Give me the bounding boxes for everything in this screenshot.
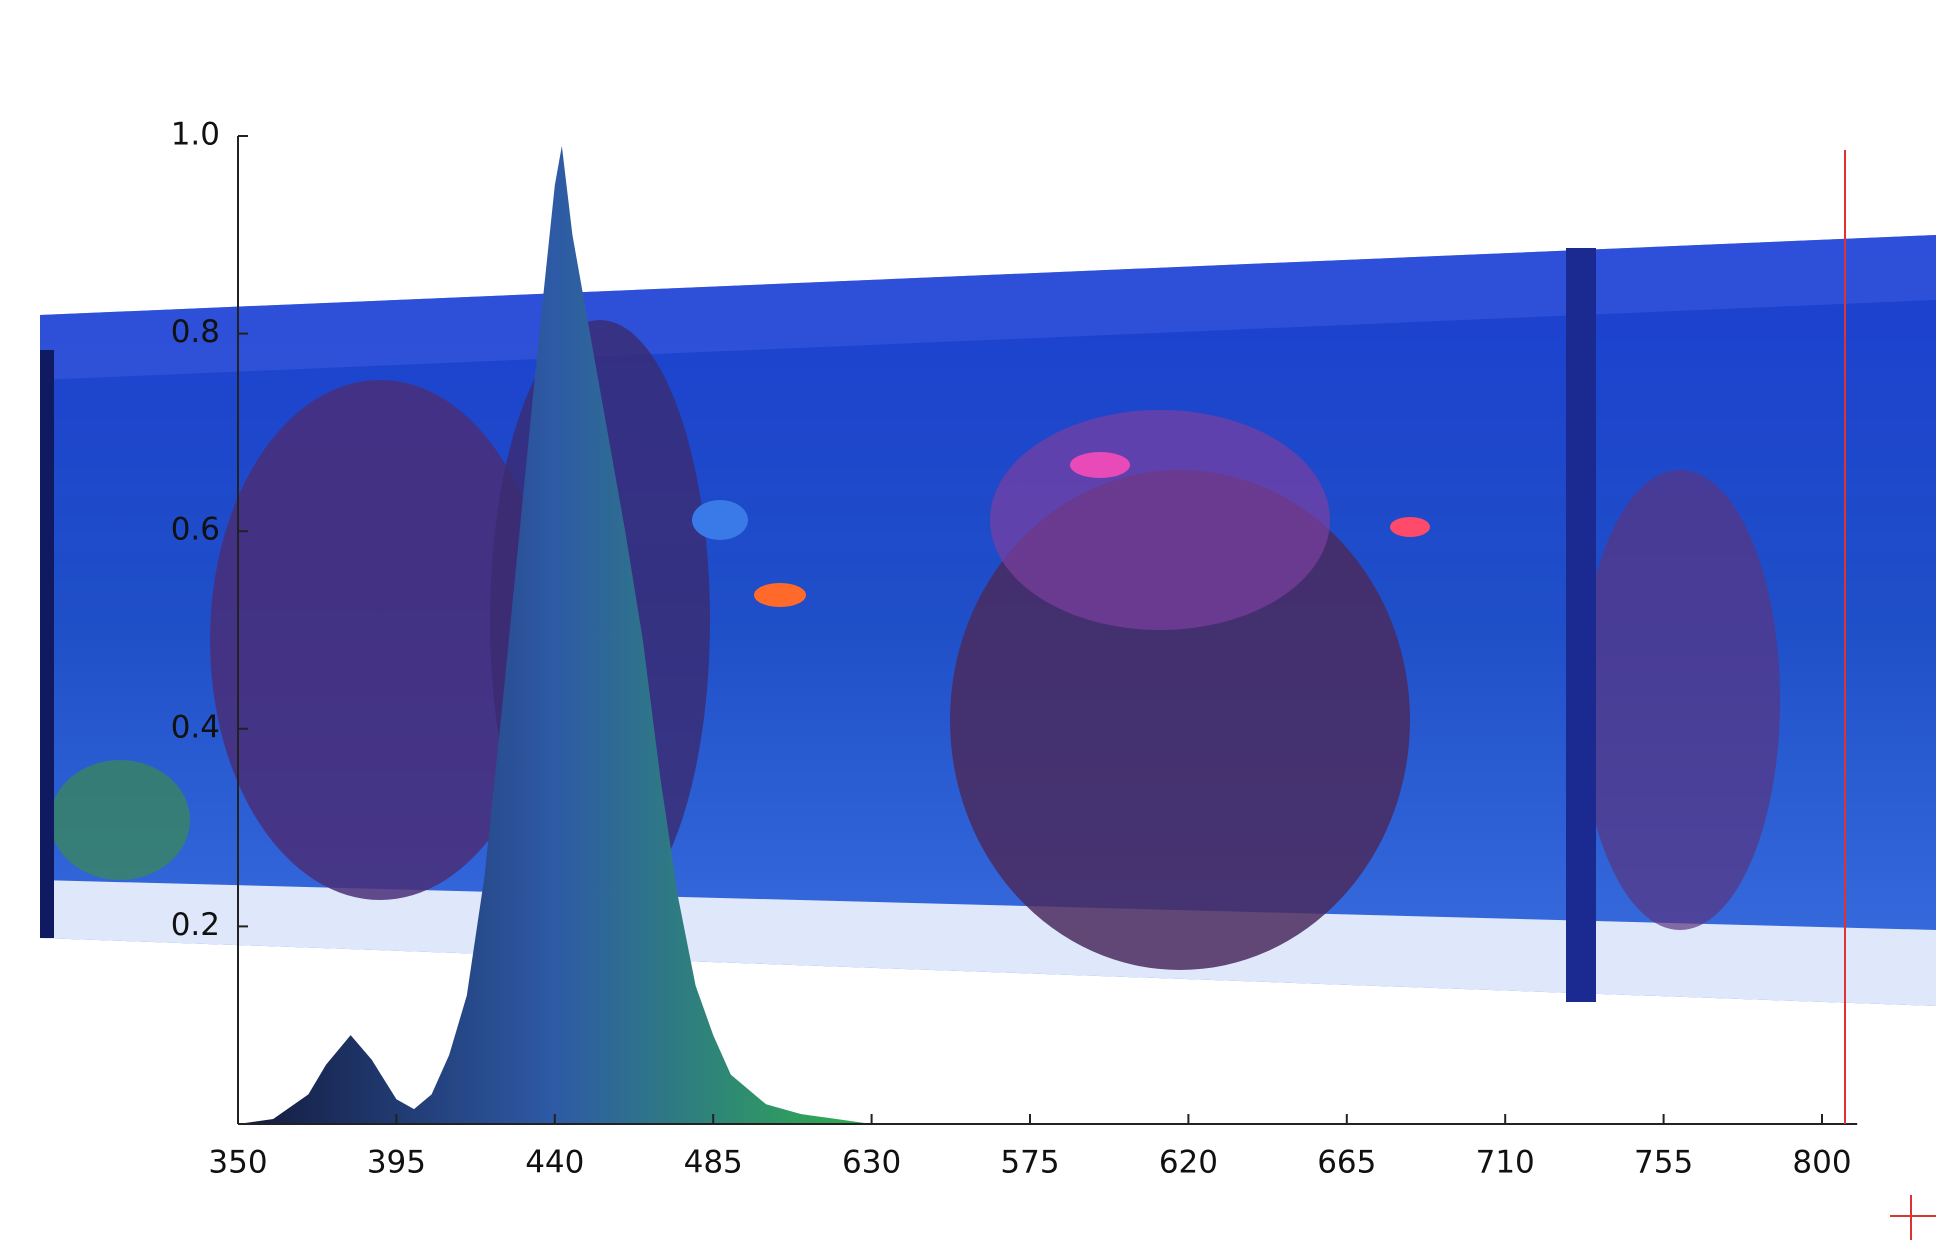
x-tick-label: 710 [1476,1145,1535,1181]
x-tick-label: 440 [525,1145,584,1181]
x-tick-label: 620 [1159,1145,1218,1181]
y-tick-label: 1.0 [171,117,220,153]
y-tick-label: 0.4 [171,709,220,745]
fish [692,500,748,540]
spectrum-area [238,145,872,1124]
x-tick-label: 665 [1317,1145,1376,1181]
plot-area: 0.2 0.4 0.6 0.8 1.0 350 395 440 485 630 575 620 665 7… [171,117,1858,1181]
y-tick-label: 0.2 [171,907,220,943]
tank-divider [1566,248,1596,1002]
x-tick-label: 485 [684,1145,743,1181]
tank-edge [40,350,54,938]
x-tick-label: 395 [367,1145,426,1181]
fish [1390,517,1430,537]
rock [1580,470,1780,930]
x-tick-label: 350 [208,1145,267,1181]
coral [50,760,190,880]
y-tick-label: 0.6 [171,512,220,548]
x-tick-label: 755 [1634,1145,1693,1181]
water-surface [40,235,1936,380]
x-tick-label: 575 [1000,1145,1059,1181]
fish [754,583,806,607]
rock [210,380,550,900]
aquarium-background [40,235,1936,1006]
x-tick-label: 630 [842,1145,901,1181]
coral [990,410,1330,630]
y-tick-label: 0.8 [171,314,220,350]
fish [1070,452,1130,478]
x-tick-label: 800 [1792,1145,1851,1181]
